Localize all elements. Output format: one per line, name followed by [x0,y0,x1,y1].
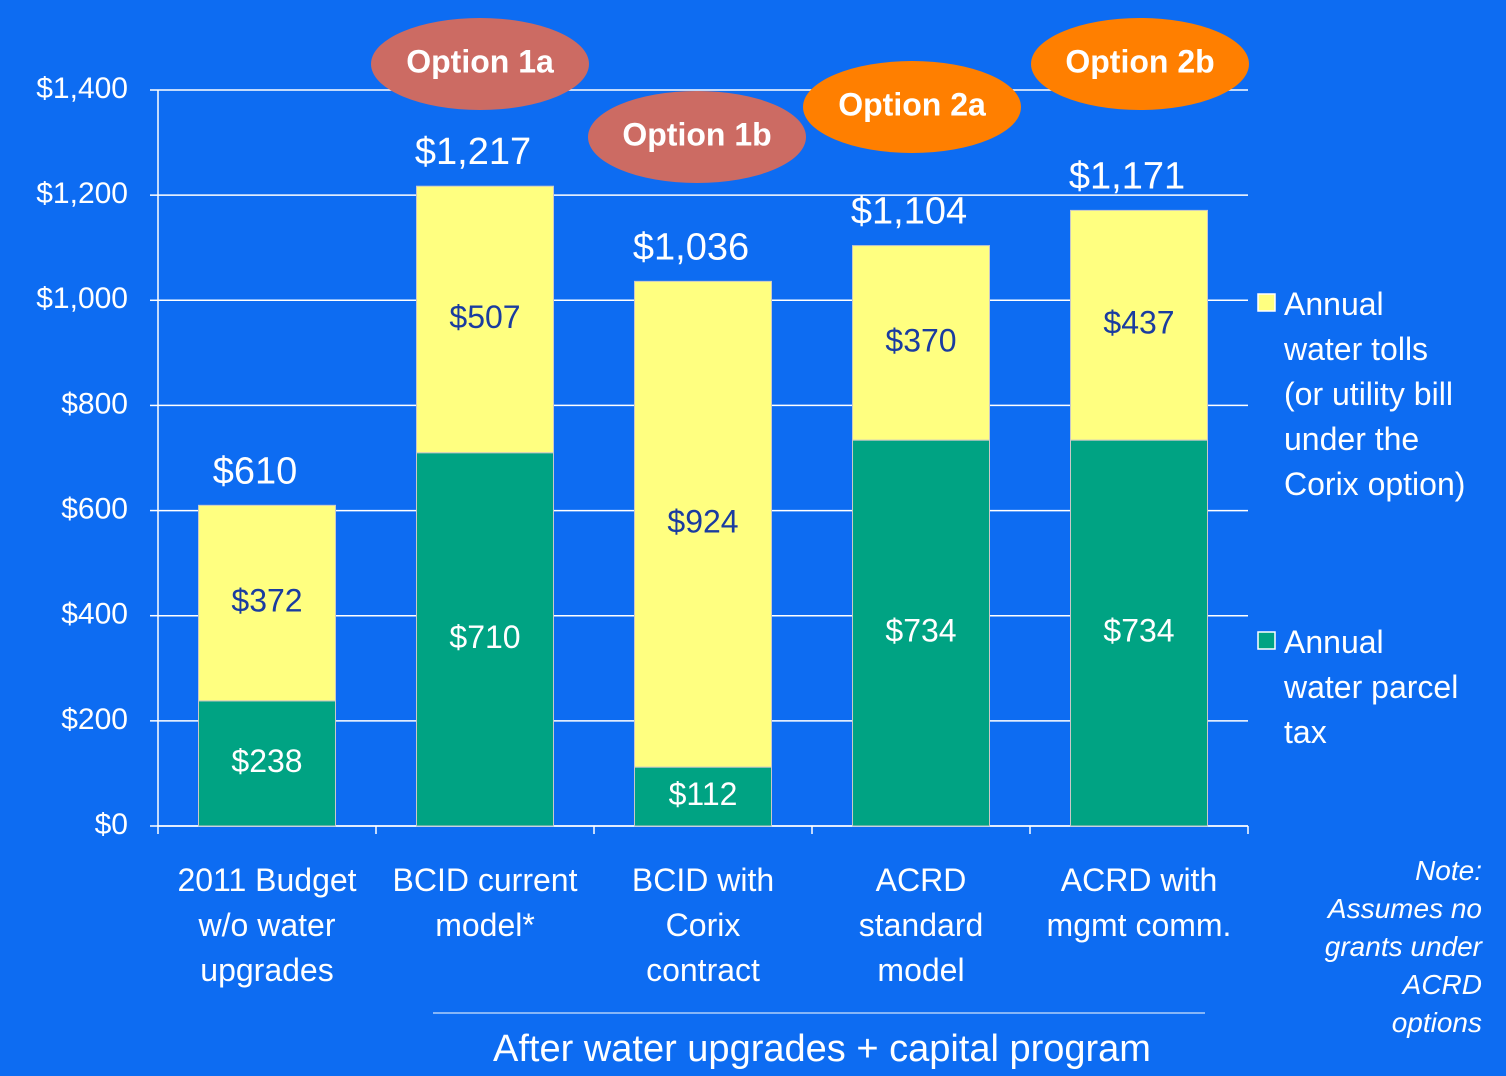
x-tick-label: BCID with Corix contract [631,862,775,988]
y-tick-label: $1,000 [36,282,128,315]
x-tick-label: BCID current model* [392,862,578,943]
bar-segment [1070,209,1208,441]
group-label: After water upgrades + capital program [493,1028,1151,1070]
bar-segment [852,439,990,827]
option-label: Option 1b [622,116,771,152]
total-label: $610 [213,450,298,492]
x-tick-label: 2011 Budget w/o water upgrades [177,862,357,988]
bar-segment [416,452,554,827]
y-tick-label: $200 [61,703,128,736]
y-tick-label: $0 [95,808,128,841]
data-label: $734 [1103,613,1174,649]
data-label: $734 [885,613,956,649]
option-label: Option 2a [838,86,986,122]
bar-segment [1070,439,1208,827]
option-badge [371,18,589,110]
total-label: $1,104 [851,191,967,233]
note: Note: Assumes no grants under ACRD optio… [1324,855,1482,1038]
legend-swatch [1257,631,1276,650]
data-label: $437 [1103,305,1174,341]
data-label: $370 [885,322,956,358]
legend-swatch [1257,293,1276,312]
y-tick-label: $1,200 [36,177,128,210]
option-badge [803,61,1021,153]
bar-segment [416,185,554,454]
bar-segment [198,504,336,702]
option-label: Option 1a [406,43,554,79]
bar-segment [198,700,336,827]
total-label: $1,036 [633,226,749,268]
x-tick-label: ACRD standard model [858,862,984,988]
total-label: $1,171 [1069,155,1185,197]
y-tick-label: $400 [61,598,128,631]
bar-segment [634,280,772,768]
legend-label: Annual water parcel tax [1284,624,1459,750]
data-label: $112 [669,776,738,812]
data-label: $924 [667,504,738,540]
option-badge [1031,18,1249,110]
option-label: Option 2b [1065,43,1214,79]
bar-segment [634,766,772,827]
y-tick-label: $600 [61,492,128,525]
x-tick-label: ACRD with mgmt comm. [1046,862,1232,943]
option-badge [588,91,806,183]
total-label: $1,217 [415,131,531,173]
bar-segment [852,245,990,441]
data-label: $372 [231,583,302,619]
data-label: $507 [449,299,520,335]
legend-label: Annual water tolls (or utility bill unde… [1284,286,1466,502]
data-label: $238 [231,743,302,779]
y-tick-label: $1,400 [36,72,128,105]
y-tick-label: $800 [61,387,128,420]
data-label: $710 [449,619,520,655]
